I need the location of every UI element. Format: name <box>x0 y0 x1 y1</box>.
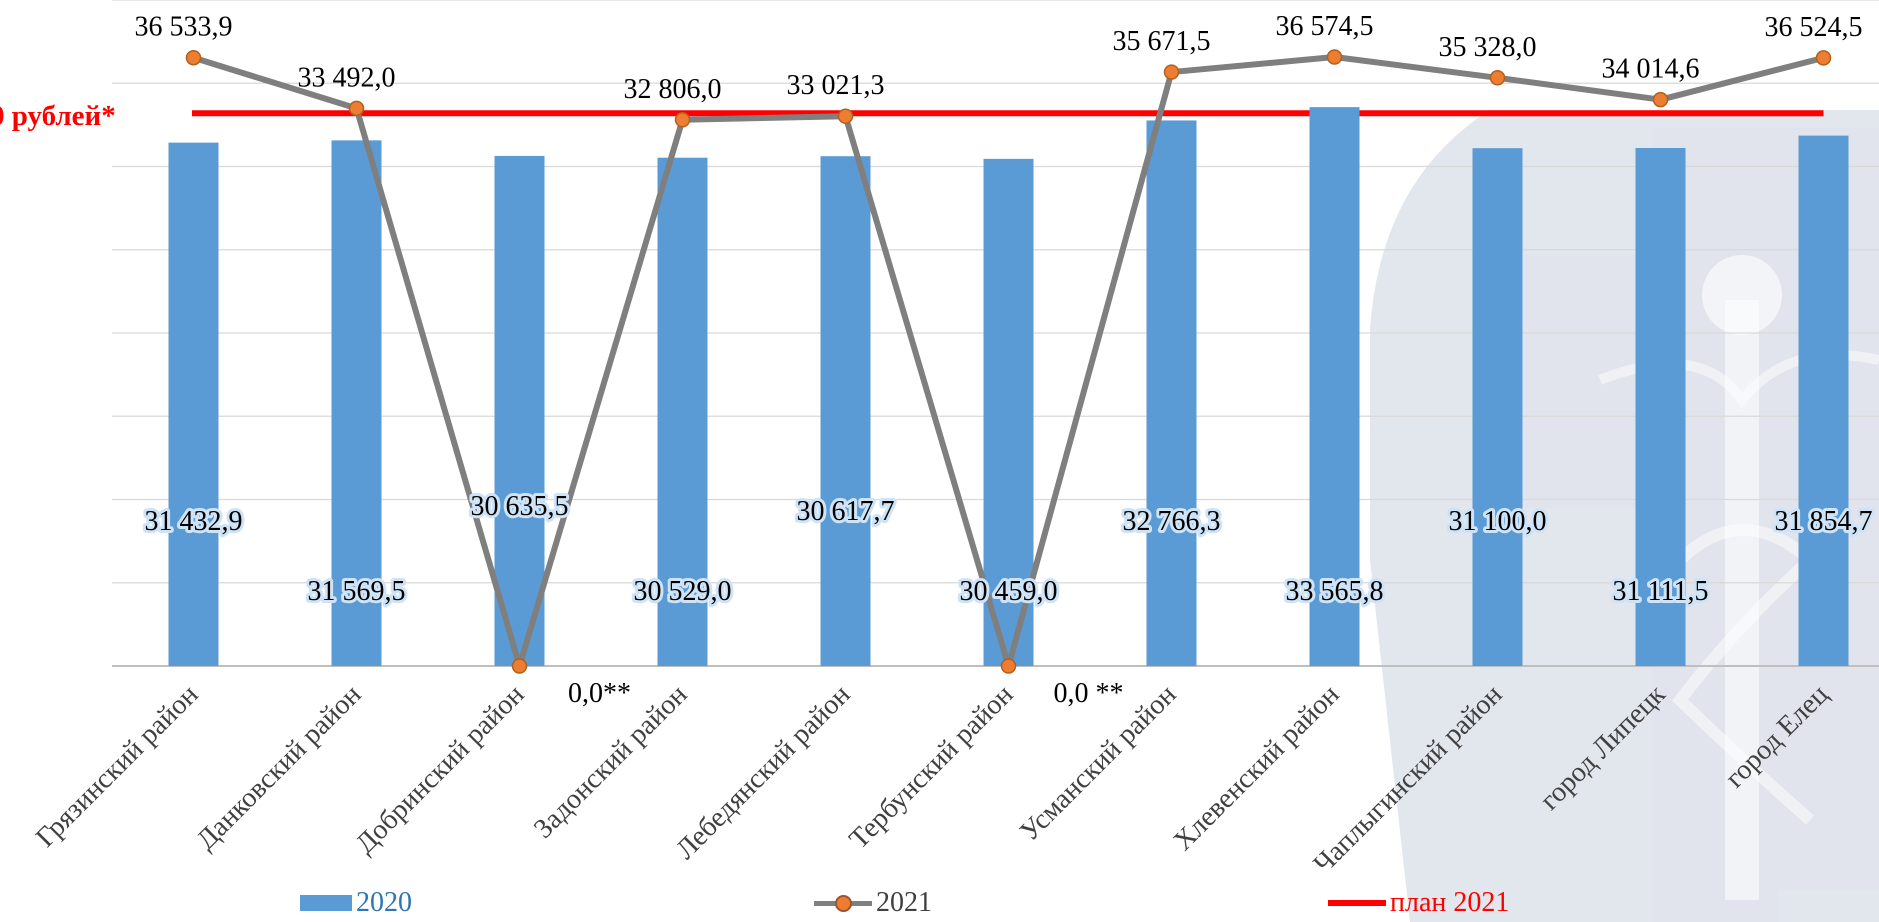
data-label-2020-halo: 31 432,9 <box>145 506 243 537</box>
legend-item-plan: план 2021 <box>1328 887 1510 918</box>
bar-2020 <box>820 156 871 666</box>
legend-label-2020: 2020 <box>356 887 412 918</box>
plan-label: 0 рублей* <box>0 100 116 132</box>
data-label-2020: 31 569,5 <box>308 576 406 607</box>
point-2021 <box>1652 91 1669 108</box>
point-2021 <box>1000 658 1017 674</box>
data-label-2021: 0,0 ** <box>1054 678 1124 709</box>
point-2021 <box>1489 70 1506 86</box>
bar-2020 <box>1798 135 1849 666</box>
point-2021 <box>348 100 365 117</box>
legend-swatch-plan <box>1328 900 1386 906</box>
data-label-2021: 33 492,0 <box>298 62 396 93</box>
x-tick-label: Данковский район <box>191 679 368 856</box>
data-labels: 31 432,931 432,931 569,531 569,530 635,5… <box>135 11 1876 709</box>
point-2021 <box>511 658 528 674</box>
bar-2020 <box>657 157 708 667</box>
data-label-2020-halo: 31 100,0 <box>1449 506 1547 537</box>
bar-2020 <box>168 142 219 666</box>
point-2021 <box>674 112 691 128</box>
data-label-2020: 30 459,0 <box>960 576 1058 607</box>
data-label-2021: 32 806,0 <box>624 74 722 105</box>
point-2021 <box>185 49 202 66</box>
data-label-2021: 36 533,9 <box>135 12 233 43</box>
bars-2020 <box>168 107 1849 667</box>
data-label-2021: 35 671,5 <box>1113 26 1211 57</box>
bar-2020 <box>1309 107 1360 666</box>
legend-item-2020: 2020 <box>300 887 412 918</box>
line-2021 <box>185 49 1832 674</box>
x-tick-label: Хлевенский район <box>1168 679 1346 857</box>
data-label-2021: 36 574,5 <box>1276 11 1374 42</box>
legend-item-2021: 2021 <box>814 887 932 918</box>
bar-2020 <box>1635 147 1686 666</box>
x-tick-label: Грязинский район <box>30 679 204 853</box>
data-label-2020: 32 766,3 <box>1123 506 1221 537</box>
data-label-2020-halo: 31 569,5 <box>308 576 406 607</box>
x-tick-label: Лебедянский район <box>670 679 856 865</box>
bar-2020 <box>1146 120 1197 667</box>
data-label-2020: 33 565,8 <box>1286 576 1384 607</box>
data-label-2020-halo: 31 854,7 <box>1775 506 1873 537</box>
x-tick-label: Тербунский район <box>843 679 1019 855</box>
data-label-2020: 30 529,0 <box>634 576 732 607</box>
bar-2020 <box>331 140 382 667</box>
data-label-2020-halo: 30 617,7 <box>797 496 895 527</box>
data-label-2021: 35 328,0 <box>1439 32 1537 63</box>
data-label-2020-halo: 30 459,0 <box>960 576 1058 607</box>
data-label-2021: 34 014,6 <box>1602 54 1700 85</box>
data-label-2020: 31 111,5 <box>1613 576 1709 607</box>
data-label-2020-halo: 32 766,3 <box>1123 506 1221 537</box>
data-label-2021: 0,0** <box>568 678 631 709</box>
point-2021 <box>837 108 854 124</box>
data-label-2020-halo: 33 565,8 <box>1286 576 1384 607</box>
bar-2020 <box>494 155 545 666</box>
legend-swatch-2021 <box>814 893 872 913</box>
data-label-2020: 30 617,7 <box>797 496 895 527</box>
data-label-2021: 36 524,5 <box>1765 12 1863 43</box>
bar-2020 <box>1472 148 1523 666</box>
bar-2020 <box>983 158 1034 666</box>
point-2021 <box>1163 64 1180 80</box>
point-2021 <box>1326 49 1343 65</box>
data-label-2020: 30 635,5 <box>471 491 569 522</box>
data-label-2020: 31 100,0 <box>1449 506 1547 537</box>
data-label-2020: 31 432,9 <box>145 506 243 537</box>
legend-swatch-2020 <box>300 895 352 911</box>
data-label-2020-halo: 30 529,0 <box>634 576 732 607</box>
legend-label-2021: 2021 <box>876 887 932 918</box>
data-label-2020-halo: 30 635,5 <box>471 491 569 522</box>
point-2021 <box>1815 50 1832 66</box>
x-tick-label: Добринский район <box>350 679 531 860</box>
data-label-2021: 33 021,3 <box>787 70 885 101</box>
data-label-2020: 31 854,7 <box>1775 506 1873 537</box>
legend-label-plan: план 2021 <box>1390 887 1510 918</box>
data-label-2020-halo: 31 111,5 <box>1613 576 1709 607</box>
